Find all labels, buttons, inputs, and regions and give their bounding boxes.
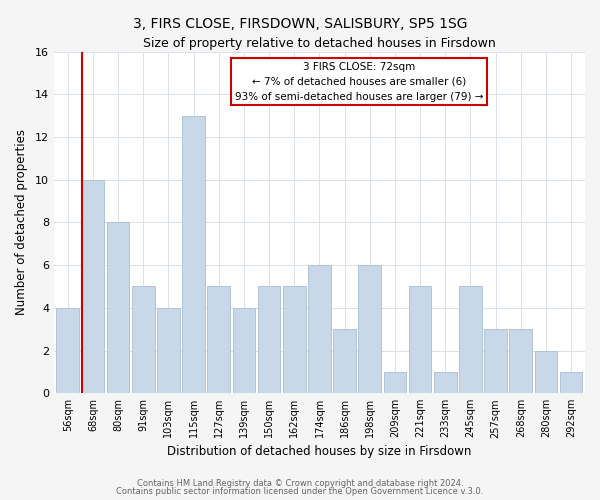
Bar bbox=[107, 222, 130, 393]
Text: 3 FIRS CLOSE: 72sqm
← 7% of detached houses are smaller (6)
93% of semi-detached: 3 FIRS CLOSE: 72sqm ← 7% of detached hou… bbox=[235, 62, 484, 102]
Bar bbox=[56, 308, 79, 393]
Y-axis label: Number of detached properties: Number of detached properties bbox=[15, 130, 28, 316]
Bar bbox=[208, 286, 230, 393]
Bar bbox=[358, 265, 381, 393]
Bar bbox=[132, 286, 155, 393]
Text: Contains HM Land Registry data © Crown copyright and database right 2024.: Contains HM Land Registry data © Crown c… bbox=[137, 479, 463, 488]
Bar bbox=[459, 286, 482, 393]
Bar bbox=[509, 329, 532, 393]
Bar bbox=[383, 372, 406, 393]
Bar bbox=[434, 372, 457, 393]
Bar bbox=[535, 350, 557, 393]
Bar bbox=[283, 286, 305, 393]
Bar bbox=[560, 372, 583, 393]
Bar bbox=[258, 286, 280, 393]
Bar bbox=[233, 308, 255, 393]
Bar bbox=[484, 329, 507, 393]
Title: Size of property relative to detached houses in Firsdown: Size of property relative to detached ho… bbox=[143, 38, 496, 51]
Text: 3, FIRS CLOSE, FIRSDOWN, SALISBURY, SP5 1SG: 3, FIRS CLOSE, FIRSDOWN, SALISBURY, SP5 … bbox=[133, 18, 467, 32]
Bar bbox=[409, 286, 431, 393]
Bar bbox=[82, 180, 104, 393]
Text: Contains public sector information licensed under the Open Government Licence v.: Contains public sector information licen… bbox=[116, 487, 484, 496]
Bar bbox=[157, 308, 180, 393]
Bar bbox=[334, 329, 356, 393]
X-axis label: Distribution of detached houses by size in Firsdown: Distribution of detached houses by size … bbox=[167, 444, 472, 458]
Bar bbox=[182, 116, 205, 393]
Bar bbox=[308, 265, 331, 393]
